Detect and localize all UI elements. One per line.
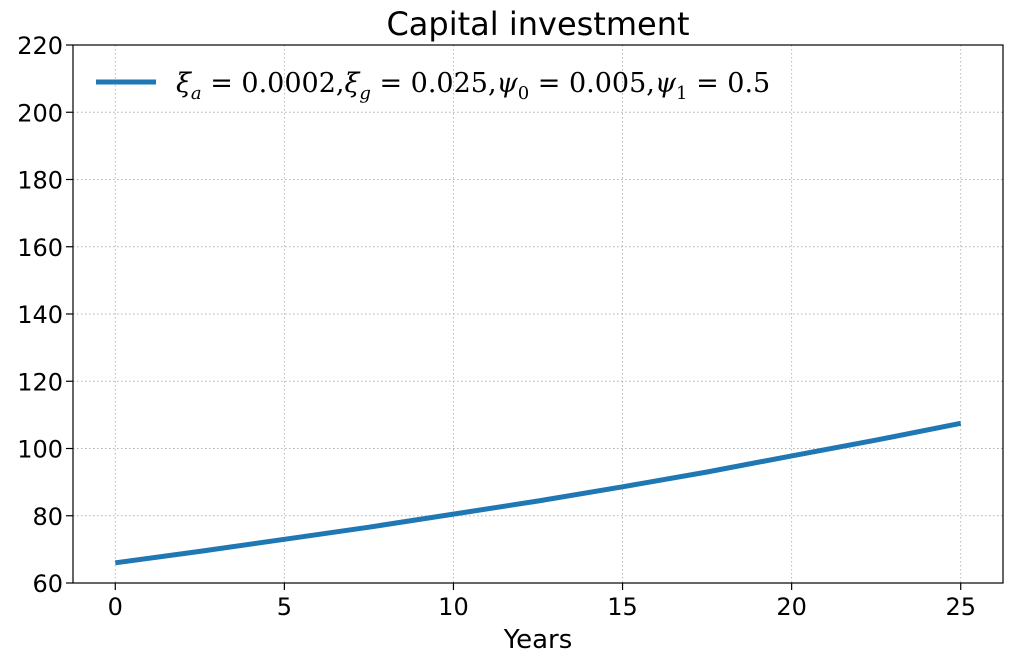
series-layer bbox=[114, 420, 962, 566]
y-tick-label: 100 bbox=[17, 436, 63, 464]
y-tick-label: 80 bbox=[32, 503, 63, 531]
x-tick-label: 10 bbox=[438, 593, 469, 621]
legend-label: ξa = 0.0002,ξg = 0.025,ψ0 = 0.005,ψ1 = 0… bbox=[176, 68, 770, 104]
x-axis: 0 5 10 15 20 25 bbox=[108, 583, 976, 621]
y-axis: 60 80 100 120 140 160 180 200 220 bbox=[17, 32, 73, 598]
grid-lines bbox=[73, 44, 1003, 584]
y-tick-label: 180 bbox=[17, 167, 63, 195]
y-tick-label: 120 bbox=[17, 368, 63, 396]
y-tick-label: 60 bbox=[32, 570, 63, 598]
y-tick-label: 200 bbox=[17, 99, 63, 127]
x-tick-label: 0 bbox=[108, 593, 123, 621]
x-axis-label: Years bbox=[503, 625, 573, 655]
chart-title: Capital investment bbox=[386, 5, 689, 43]
y-tick-label: 140 bbox=[17, 301, 63, 329]
y-tick-label: 220 bbox=[17, 32, 63, 60]
x-tick-label: 20 bbox=[776, 593, 807, 621]
y-tick-label: 160 bbox=[17, 234, 63, 262]
x-tick-label: 5 bbox=[277, 593, 292, 621]
x-tick-label: 15 bbox=[607, 593, 638, 621]
series-line bbox=[114, 420, 962, 566]
x-tick-label: 25 bbox=[945, 593, 976, 621]
legend: ξa = 0.0002,ξg = 0.025,ψ0 = 0.005,ψ1 = 0… bbox=[96, 68, 770, 104]
